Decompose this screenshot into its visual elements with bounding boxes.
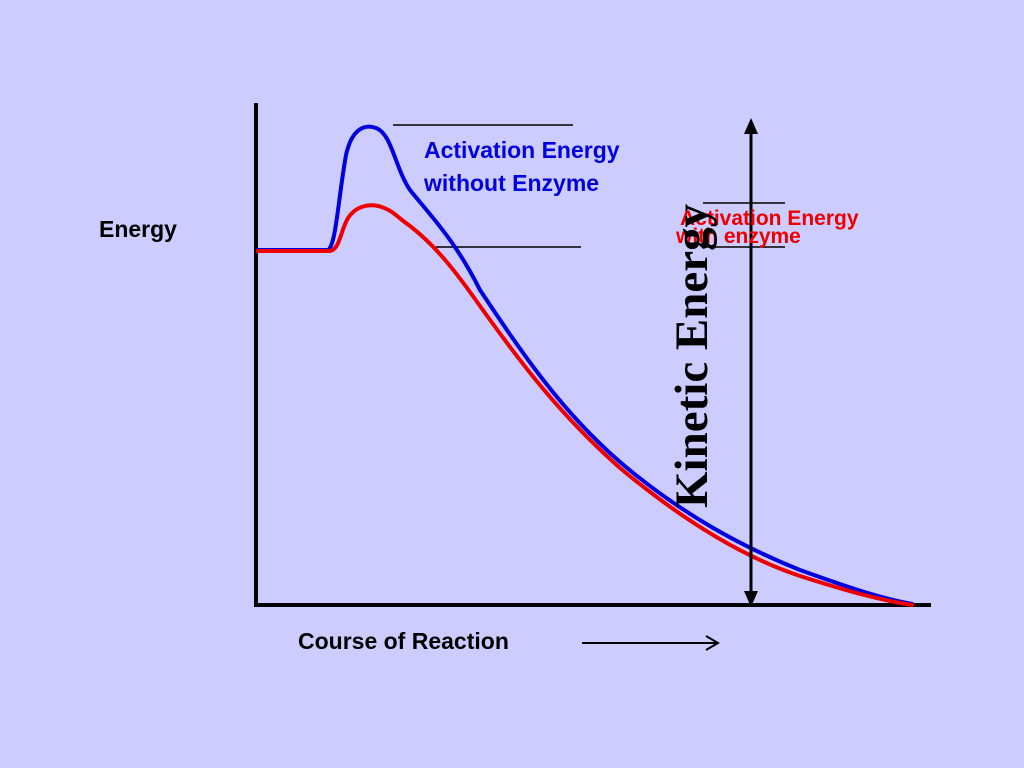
activation-energy-without-enzyme-line1: Activation Energy — [424, 137, 620, 163]
curve-with-enzyme — [256, 203, 914, 607]
activation-energy-without-enzyme-line2: without Enzyme — [423, 170, 599, 196]
arrow-head-down-icon — [744, 591, 758, 607]
y-axis-label: Energy — [99, 216, 177, 242]
curve-without-enzyme — [256, 124, 914, 606]
reaction-direction-arrow-head-icon — [705, 635, 720, 651]
kinetic-energy-label: Kinetic Energy — [666, 203, 718, 508]
activation-energy-with-enzyme-line1: Activation Energy — [680, 207, 859, 230]
arrow-head-up-icon — [744, 118, 758, 134]
activation-energy-with-enzyme-line2: with enzyme — [675, 225, 801, 248]
x-axis-label: Course of Reaction — [298, 628, 509, 654]
